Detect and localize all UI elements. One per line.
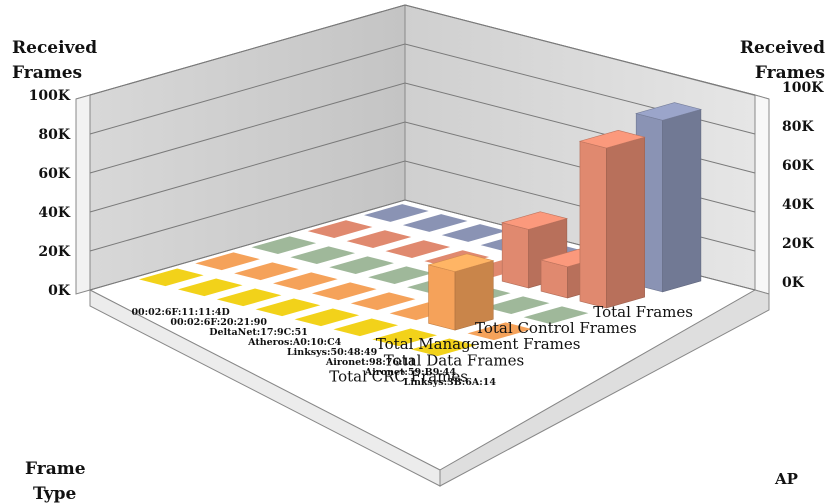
floor-tile xyxy=(138,268,204,287)
y-tick-label-left: 60K xyxy=(38,166,70,182)
floor-tile xyxy=(523,306,589,325)
floor-tile xyxy=(385,240,451,258)
frame-type-label: Total Data Frames xyxy=(384,351,524,369)
ap-label: Atheros:A0:10:C4 xyxy=(247,337,342,348)
ap-axis-title: AP xyxy=(774,470,798,488)
ap-label: Aironet:59:B9:44 xyxy=(364,367,457,378)
frame-type-label: Total Frames xyxy=(593,303,693,321)
y-tick-label-left: 40K xyxy=(38,205,70,221)
left-wall-side xyxy=(75,94,91,295)
frame-type-title-line1: Frame xyxy=(25,459,86,479)
y-tick-label-left: 20K xyxy=(38,244,70,260)
bar-face-front xyxy=(579,140,607,309)
floor-tile xyxy=(311,282,377,301)
floor-tile xyxy=(294,308,360,327)
floor-tile xyxy=(411,338,476,357)
right-axis-title-line1: Received xyxy=(740,38,825,58)
floor-tile xyxy=(372,328,437,347)
y-tick-label-right: 40K xyxy=(782,197,814,213)
floor-tile xyxy=(234,262,299,281)
y-tick-label-left: 100K xyxy=(29,88,71,104)
frame-type-title-line2: Type xyxy=(33,484,77,503)
floor-tile xyxy=(346,230,412,248)
floor-tile xyxy=(216,288,282,307)
ap-label: 00:02:6F:11:11:4D xyxy=(131,307,229,318)
right-axis-title-line2: Frames xyxy=(755,63,825,83)
y-tick-label-right: 60K xyxy=(782,158,814,174)
left-y-ticks: 0K 20K 40K 60K 80K 100K xyxy=(29,88,71,299)
floor-tile xyxy=(255,298,321,317)
bar xyxy=(427,253,495,331)
bar-face-side xyxy=(662,108,702,293)
floor-tile xyxy=(333,318,399,337)
bar-face-front xyxy=(501,222,529,289)
bar-face-side xyxy=(606,136,645,309)
bar xyxy=(635,102,703,293)
y-tick-label-right: 100K xyxy=(782,80,824,96)
floor-tile xyxy=(329,256,394,275)
frame-type-label: Total CRC Frames xyxy=(329,367,468,385)
floor-tile xyxy=(402,214,468,232)
frame-type-label: Total Management Frames xyxy=(376,335,581,353)
y-tick-label-right: 20K xyxy=(782,236,814,252)
floor-tile xyxy=(177,278,243,297)
frame-type-label: Total Control Frames xyxy=(475,319,637,337)
ap-label: Linksys:3B:6A:14 xyxy=(404,377,497,388)
bar xyxy=(578,130,646,309)
y-tick-label-left: 0K xyxy=(48,283,71,299)
y-tick-label-right: 0K xyxy=(782,275,805,291)
floor-edge-right xyxy=(439,289,770,487)
bar-face-front xyxy=(428,264,456,331)
y-tick-label-right: 80K xyxy=(782,119,814,135)
floor-tile xyxy=(441,224,507,242)
floor-tile xyxy=(290,246,356,265)
bar-face-top xyxy=(635,102,703,121)
floor-tile xyxy=(368,266,433,285)
gridline xyxy=(89,43,756,135)
floor-tile xyxy=(350,292,416,311)
floor-tile xyxy=(251,236,317,255)
floor-tile xyxy=(467,322,533,341)
ap-label: Linksys:50:48:49 xyxy=(287,347,378,358)
bars xyxy=(427,102,703,331)
ap-label: Aironet:98:76:11 xyxy=(325,357,416,368)
gridline xyxy=(89,4,756,96)
left-axis-title-line1: Received xyxy=(12,38,97,58)
floor-tile xyxy=(484,296,550,315)
left-axis-title-line2: Frames xyxy=(12,63,82,83)
bar-face-top xyxy=(427,253,495,272)
y-tick-label-left: 80K xyxy=(38,127,70,143)
bar-face-top xyxy=(578,130,646,149)
floor-tile xyxy=(307,220,373,238)
bar-face-top xyxy=(501,211,569,230)
right-wall-side xyxy=(754,94,770,295)
floor-tile xyxy=(363,204,429,222)
floor-tile xyxy=(195,252,260,271)
ap-labels: Linksys:3B:6A:14Aironet:59:B9:44Aironet:… xyxy=(131,307,496,388)
ap-label: 00:02:6F:20:21:90 xyxy=(170,317,267,328)
ap-label: DeltaNet:17:9C:51 xyxy=(209,327,308,338)
right-y-ticks: 0K 20K 40K 60K 80K 100K xyxy=(782,80,824,291)
floor-tile xyxy=(273,272,338,291)
